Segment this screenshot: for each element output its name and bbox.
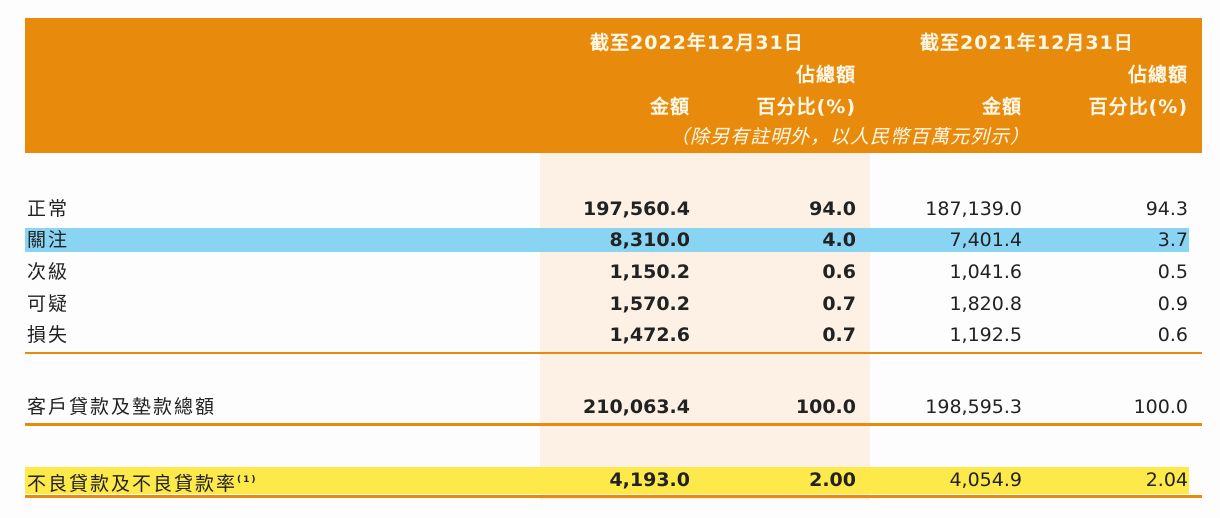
row-label: 關注 [27,229,70,251]
amount-2021: 187,139.0 [925,198,1022,220]
row-label: 損失 [27,324,70,346]
period-2022-heading: 截至2022年12月31日 [590,32,804,54]
amount-2022: 1,150.2 [609,261,690,283]
total-pct-2021: 100.0 [1133,396,1188,418]
npl-row: 不良貸款及不良貸款率(1) 4,193.0 2.00 4,054.9 2.04 [25,467,1202,495]
row-label: 可疑 [27,293,70,315]
table-row: 損失 1,472.6 0.7 1,192.5 0.6 [25,322,1202,348]
amount-heading-2021: 金額 [981,96,1022,118]
units-note: （除另有註明外，以人民幣百萬元列示） [670,126,1031,148]
table-row: 正常 197,560.4 94.0 187,139.0 94.3 [25,196,1202,222]
pct-2021: 0.5 [1157,261,1188,283]
pct-2021: 0.6 [1157,324,1188,346]
amount-heading-2022: 金額 [649,96,690,118]
table-header: 截至2022年12月31日 截至2021年12月31日 佔總額 佔總額 金額 百… [25,18,1202,153]
npl-label: 不良貸款及不良貸款率(1) [27,467,258,497]
amount-2022: 1,472.6 [609,324,690,346]
npl-amount-2022: 4,193.0 [609,469,690,491]
divider [25,352,1202,354]
total-amount-2022: 210,063.4 [583,396,690,418]
period-2021-heading: 截至2021年12月31日 [920,32,1134,54]
npl-label-text: 不良貸款及不良貸款率 [27,473,238,495]
pct-2021: 0.9 [1157,293,1188,315]
npl-pct-2022: 2.00 [809,469,856,491]
amount-2022: 1,570.2 [609,293,690,315]
total-pct-2022: 100.0 [795,396,856,418]
divider [25,423,1202,426]
pct-heading-2021-line2: 百分比(%) [1088,96,1188,118]
pct-2022: 94.0 [809,198,856,220]
amount-2022: 8,310.0 [609,229,690,251]
pct-heading-2021-line1: 佔總額 [1127,64,1188,86]
row-label: 次級 [27,261,70,283]
pct-2021: 3.7 [1157,229,1188,251]
amount-2021: 1,820.8 [949,293,1022,315]
footnote-marker: (1) [237,475,258,485]
row-label: 正常 [27,198,70,220]
npl-amount-2021: 4,054.9 [949,469,1022,491]
amount-2022: 197,560.4 [583,198,690,220]
pct-2021: 94.3 [1145,198,1188,220]
pct-2022: 0.6 [822,261,856,283]
table-row: 可疑 1,570.2 0.7 1,820.8 0.9 [25,291,1202,317]
pct-heading-2022-line2: 百分比(%) [756,96,856,118]
pct-heading-2022-line1: 佔總額 [795,64,856,86]
total-amount-2021: 198,595.3 [925,396,1022,418]
blue-highlight [25,228,1189,252]
amount-2021: 1,041.6 [949,261,1022,283]
pct-2022: 0.7 [822,324,856,346]
yellow-highlight [25,467,1189,494]
table-row-highlighted: 關注 8,310.0 4.0 7,401.4 3.7 [25,228,1202,254]
amount-2021: 1,192.5 [949,324,1022,346]
amount-2021: 7,401.4 [949,229,1022,251]
pct-2022: 0.7 [822,293,856,315]
divider [25,495,1202,498]
npl-pct-2021: 2.04 [1145,469,1188,491]
table-row: 次級 1,150.2 0.6 1,041.6 0.5 [25,259,1202,285]
pct-2022: 4.0 [822,229,856,251]
total-label: 客戶貸款及墊款總額 [27,396,217,418]
current-year-shading [540,153,870,500]
total-row: 客戶貸款及墊款總額 210,063.4 100.0 198,595.3 100.… [25,394,1202,420]
